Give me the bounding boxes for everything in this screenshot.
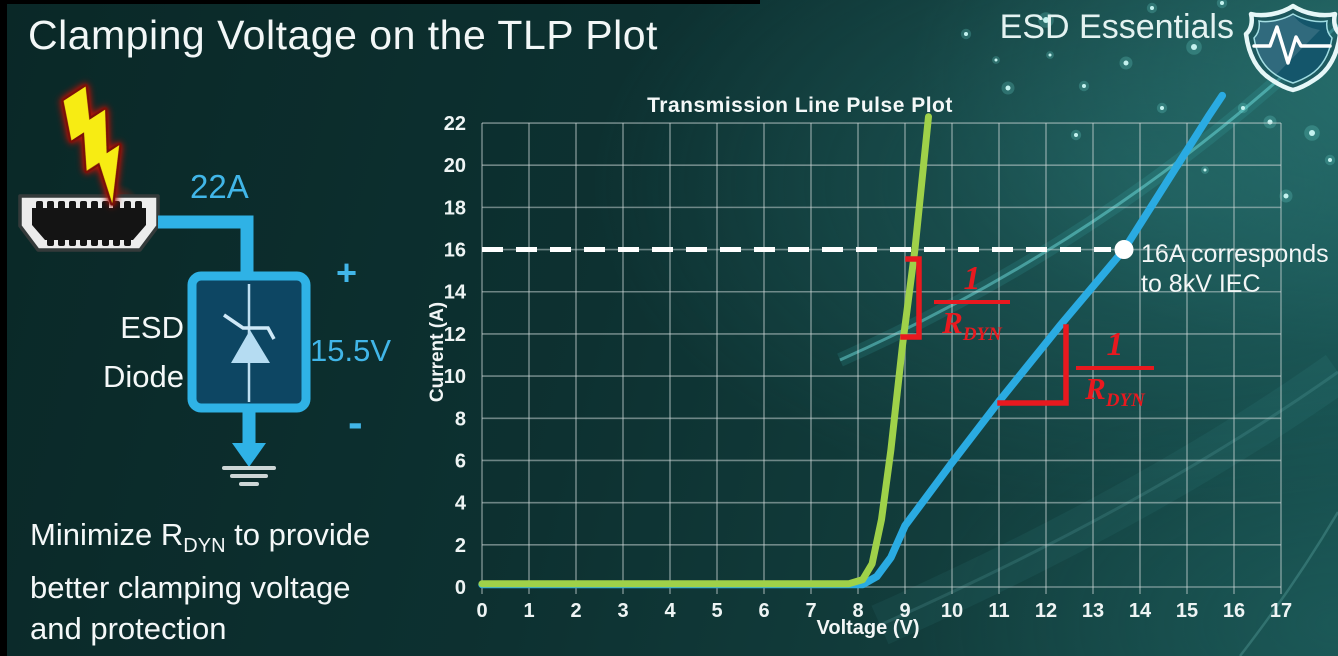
esd-diode-label-line2: Diode <box>103 359 184 394</box>
particle-glow <box>1263 115 1277 129</box>
note-line2: better clamping voltage <box>30 570 351 606</box>
particle-dot <box>1267 119 1273 125</box>
plot-grid <box>481 122 1282 594</box>
clamping-voltage-label: 15.5V <box>310 333 392 368</box>
particle-dot <box>1220 1 1224 5</box>
ground-arrow <box>232 408 266 467</box>
swoosh-glow <box>837 19 1338 367</box>
particle-glow <box>1078 80 1090 92</box>
slide-title: Clamping Voltage on the TLP Plot <box>28 12 658 58</box>
marker-dot-16A <box>1114 240 1134 260</box>
particle-dot <box>1328 158 1332 162</box>
diode-triangle <box>231 330 270 363</box>
particle-glow <box>1304 125 1320 141</box>
y-tick-label: 8 <box>455 408 466 430</box>
rdyn-fraction-blue: 1 RDYN <box>1076 324 1154 419</box>
y-tick-label: 20 <box>444 155 466 177</box>
particle-glow <box>1046 51 1054 59</box>
fraction-numerator: 1 <box>1106 326 1124 363</box>
y-tick-label: 16 <box>444 240 466 262</box>
particle-glow <box>1001 81 1015 95</box>
x-tick-label: 11 <box>988 600 1009 622</box>
particle-dot <box>1160 106 1164 110</box>
particle-glow <box>1324 154 1336 166</box>
swoosh-line-corner <box>1239 511 1338 656</box>
note-line3: and protection <box>30 611 227 647</box>
esd-diode-label: ESD Diode <box>58 303 184 401</box>
pulse-waveform-icon <box>1252 25 1332 65</box>
x-tick-label: 17 <box>1270 600 1292 622</box>
particle-glow <box>1070 129 1082 141</box>
tick-labels: 0 1 2 3 4 5 6 7 8 9 10 11 12 13 14 15 16 1702468101214161… <box>444 113 1292 622</box>
particle-glow <box>1237 102 1249 114</box>
y-tick-label: 22 <box>444 113 466 135</box>
particle-dot <box>1074 133 1078 137</box>
x-tick-label: 15 <box>1176 600 1198 622</box>
rdyn-fraction-green: 1 RDYN <box>934 258 1010 353</box>
strike-glow <box>96 184 140 228</box>
y-tick-label: 4 <box>455 493 467 515</box>
particle-glow <box>1119 56 1133 70</box>
marker-annotation: 16A corresponds to 8kV IEC <box>1141 239 1338 299</box>
surge-current-label: 22A <box>190 168 249 205</box>
x-tick-label: 12 <box>1035 600 1057 622</box>
x-axis-label: Voltage (V) <box>816 617 920 639</box>
particle-dot <box>994 58 998 62</box>
x-tick-label: 5 <box>711 600 722 622</box>
x-tick-label: 0 <box>476 600 487 622</box>
lightning-bolt-icon <box>61 84 122 206</box>
particle-dot <box>1309 130 1315 136</box>
green-tlp-curve <box>478 113 932 588</box>
y-axis-label: Current (A) <box>427 301 448 403</box>
fraction-denominator: RDYN <box>934 300 1010 353</box>
y-tick-label: 14 <box>444 282 467 304</box>
hdmi-connector-icon <box>18 194 160 252</box>
x-tick-label: 14 <box>1129 600 1152 622</box>
particle-dot <box>1241 106 1245 110</box>
particle-glow <box>1156 102 1168 114</box>
x-tick-label: 4 <box>664 600 676 622</box>
y-tick-label: 2 <box>455 535 466 557</box>
particle-dot <box>1203 168 1207 172</box>
particle-dot <box>1123 60 1129 66</box>
particle-glow <box>1216 0 1228 9</box>
fraction-denominator: RDYN <box>1076 366 1154 419</box>
x-tick-label: 3 <box>617 600 628 622</box>
swoosh-line <box>839 23 1338 362</box>
chart-title: Transmission Line Pulse Plot <box>647 94 953 117</box>
fraction-numerator: 1 <box>963 260 981 297</box>
ground-icon <box>222 466 276 486</box>
top-edge-bar <box>0 0 760 4</box>
y-tick-label: 18 <box>444 197 466 219</box>
left-edge-bar <box>0 0 7 656</box>
wire <box>158 215 254 280</box>
x-tick-label: 1 <box>523 600 534 622</box>
esd-diode-box <box>187 271 311 413</box>
marker-annotation-line2: to 8kV IEC <box>1141 270 1261 298</box>
y-tick-label: 0 <box>455 577 466 599</box>
plus-sign: + <box>336 252 358 293</box>
x-tick-label: 16 <box>1223 600 1245 622</box>
x-tick-label: 2 <box>570 600 581 622</box>
takeaway-note: Minimize RDYN to provide better clamping… <box>30 514 370 649</box>
brand-title: ESD Essentials <box>999 8 1234 46</box>
y-tick-label: 6 <box>455 450 466 472</box>
particle-dot <box>1283 193 1289 199</box>
zener-bar <box>223 313 276 340</box>
particle-glow <box>1279 189 1293 203</box>
x-tick-label: 13 <box>1082 600 1104 622</box>
particle-dot <box>1005 85 1011 91</box>
shield-icon <box>1243 3 1338 93</box>
note-line1: Minimize RDYN to provide <box>30 517 371 558</box>
minus-sign: - <box>348 398 363 447</box>
particle-dot <box>1082 84 1086 88</box>
marker-annotation-line1: 16A corresponds <box>1141 240 1329 268</box>
esd-diode-label-line1: ESD <box>120 310 184 345</box>
particle-glow <box>1201 166 1209 174</box>
particle-dot <box>1048 53 1052 57</box>
particle-glow <box>992 56 1000 64</box>
rdyn-slope-bracket-green <box>900 256 922 340</box>
